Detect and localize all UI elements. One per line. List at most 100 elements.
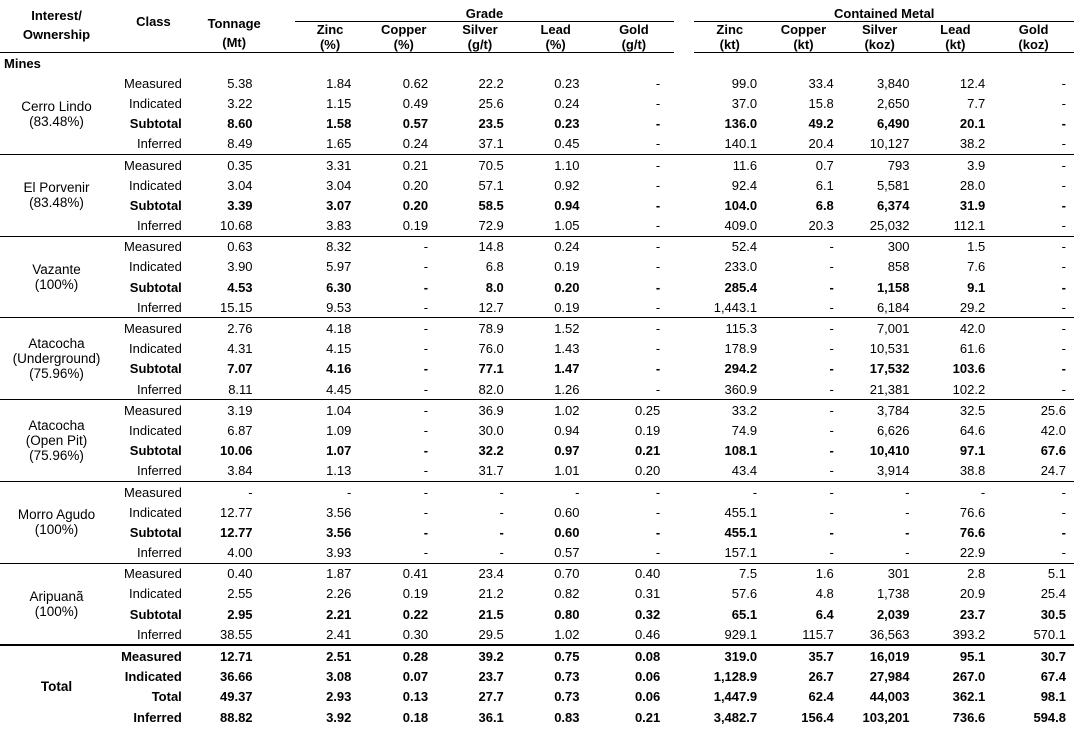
value-cell: 1.07 <box>326 443 352 459</box>
class-label: Subtotal <box>129 361 182 377</box>
metal-gold-unit: (koz) <box>1018 37 1049 52</box>
value-cell: 0.06 <box>634 669 661 685</box>
value-cell: 6.1 <box>815 177 834 193</box>
value-cell: 3,482.7 <box>713 709 758 725</box>
metal-zinc-unit: (kt) <box>719 37 740 52</box>
value-cell: 74.9 <box>731 422 758 438</box>
value-cell: - <box>993 379 1074 401</box>
value-cell: - <box>765 542 842 564</box>
class-label: Indicated <box>129 422 182 438</box>
value-cell: 10.06 <box>220 443 253 459</box>
value-cell: 455.1 <box>724 524 758 540</box>
value-cell: 78.9 <box>478 321 504 337</box>
value-cell: 1.84 <box>326 75 352 91</box>
metal-lead-unit: (kt) <box>945 37 966 52</box>
value-cell: 0.30 <box>365 624 443 646</box>
value-cell: 3.56 <box>326 524 352 540</box>
value-cell: 33.4 <box>808 75 834 91</box>
value-cell: 23.7 <box>959 606 986 622</box>
value-cell: 1.15 <box>326 95 352 111</box>
asset-name-line: Aripuanã <box>29 589 84 605</box>
grade-lead-header: Lead (%) <box>517 21 594 53</box>
value-cell: - <box>993 133 1074 155</box>
value-cell: 1,738 <box>876 586 910 602</box>
value-cell: 2.21 <box>326 606 352 622</box>
value-cell: 58.5 <box>478 197 504 213</box>
value-cell: 36.66 <box>220 669 253 685</box>
grade-copper-header: Copper (%) <box>365 21 443 53</box>
value-cell: 25.6 <box>1040 402 1066 418</box>
class-label: Subtotal <box>129 524 182 540</box>
value-cell: 3.90 <box>227 259 253 275</box>
asset-name: El Porvenir (83.48%) <box>0 154 114 237</box>
value-cell: 36.9 <box>478 402 504 418</box>
value-cell: 3,840 <box>876 75 910 91</box>
value-cell: 42.0 <box>1040 422 1066 438</box>
value-cell: - <box>423 524 429 540</box>
value-cell: 67.6 <box>1040 443 1066 459</box>
asset-name-line: Morro Agudo <box>17 507 96 523</box>
value-cell: 0.45 <box>517 133 594 155</box>
value-cell: 0.19 <box>402 586 429 602</box>
grade-lead-label: Lead <box>540 22 571 37</box>
value-cell: 0.23 <box>554 75 580 91</box>
value-cell: - <box>829 422 834 438</box>
table-row: Inferred 3.84 1.13-31.7 1.01 0.20 43.4-3,914 3… <box>0 460 1074 482</box>
asset-name-line: Atacocha <box>28 336 85 352</box>
value-cell: 6,374 <box>876 197 910 213</box>
value-cell: - <box>765 297 842 319</box>
value-cell: 97.1 <box>959 443 986 459</box>
value-cell: 0.20 <box>593 460 675 482</box>
class-label: Indicated <box>129 341 182 357</box>
asset-name-line: (75.96%) <box>29 448 84 464</box>
total-row: Total 49.37 2.93 0.13 27.7 0.73 0.06 1,447.9 62.… <box>0 687 1074 707</box>
asset-name-line: (83.48%) <box>29 195 84 211</box>
interest-ownership-header: Interest/ Ownership <box>0 0 114 53</box>
value-cell: 37.1 <box>442 133 518 155</box>
asset-name-line: (75.96%) <box>29 366 84 382</box>
value-cell: - <box>829 524 834 540</box>
value-cell: 1.01 <box>517 460 594 482</box>
value-cell: 35.7 <box>765 644 842 667</box>
value-cell: - <box>499 524 504 540</box>
value-cell: 29.5 <box>442 624 518 646</box>
value-cell: 5.38 <box>227 75 253 91</box>
value-cell: 2.76 <box>227 321 253 337</box>
value-cell: 1.43 <box>554 341 580 357</box>
value-cell: 156.4 <box>801 709 834 725</box>
value-cell: - <box>655 177 661 193</box>
value-cell: 0.22 <box>402 606 429 622</box>
value-cell: 33.2 <box>731 402 758 418</box>
value-cell: 0.06 <box>634 689 661 705</box>
value-cell: - <box>423 341 429 357</box>
value-cell: 42.0 <box>959 321 986 337</box>
value-cell: 1.5 <box>967 239 986 255</box>
class-header: Class <box>113 0 194 53</box>
value-cell: 0.7 <box>815 157 834 173</box>
value-cell: 0.46 <box>593 624 675 646</box>
value-cell: 23.5 <box>478 116 504 132</box>
value-cell: 1,447.9 <box>713 689 758 705</box>
value-cell: 52.4 <box>731 239 758 255</box>
value-cell: - <box>829 361 834 377</box>
asset-name: Vazante (100%) <box>0 236 114 319</box>
class-label: Indicated <box>124 669 182 685</box>
value-cell: 16,019 <box>841 644 918 667</box>
table-row: Inferred 8.11 4.45-82.0 1.26-360.9-21,381 10… <box>0 379 1074 401</box>
class-label: Indicated <box>129 586 182 602</box>
value-cell: 6.30 <box>326 279 352 295</box>
value-cell: 2.26 <box>326 586 352 602</box>
value-cell: - <box>1061 157 1066 173</box>
value-cell: 3.22 <box>227 95 253 111</box>
value-cell: - <box>1061 484 1066 500</box>
value-cell: 95.1 <box>917 644 994 667</box>
value-cell: - <box>423 422 429 438</box>
value-cell: - <box>593 215 675 237</box>
value-cell: 115.3 <box>725 321 758 337</box>
value-cell: 0.80 <box>554 606 580 622</box>
value-cell: 3.19 <box>227 402 253 418</box>
value-cell: 92.4 <box>731 177 758 193</box>
value-cell: 0.20 <box>402 177 429 193</box>
value-cell: 2.95 <box>227 606 253 622</box>
class-label: Subtotal <box>129 443 182 459</box>
